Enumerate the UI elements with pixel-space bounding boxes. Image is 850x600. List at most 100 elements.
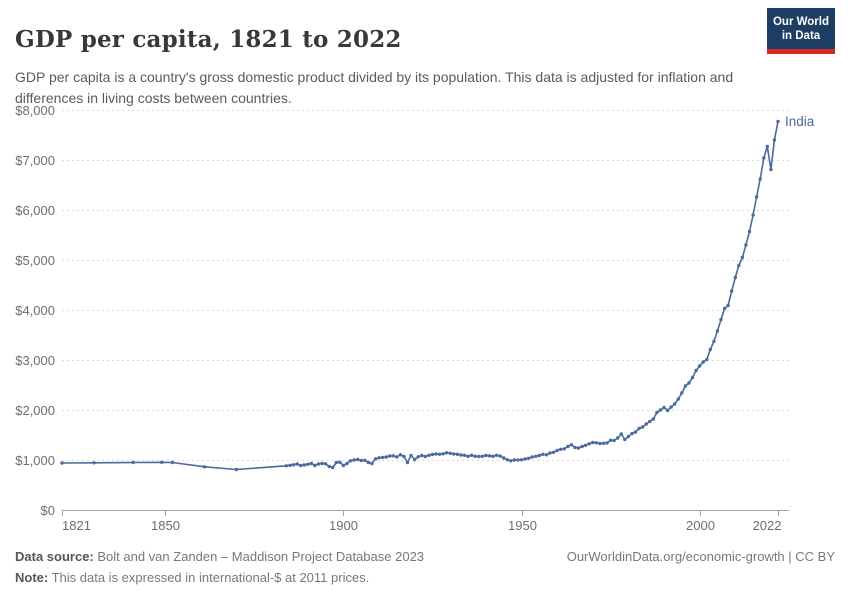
data-point-marker[interactable] [769,167,773,172]
data-point-marker[interactable] [733,275,737,280]
data-point-marker[interactable] [409,453,413,458]
owid-logo[interactable]: Our World in Data [767,8,835,54]
data-point-marker[interactable] [697,364,702,368]
data-point-marker[interactable] [623,437,627,442]
data-point-marker[interactable] [662,405,666,410]
data-point-marker[interactable] [323,462,328,466]
data-point-marker[interactable] [776,119,780,124]
data-point-marker[interactable] [466,454,470,458]
data-point-marker[interactable] [434,452,438,456]
data-point-marker[interactable] [665,408,670,413]
data-point-marker[interactable] [705,357,709,362]
data-point-marker[interactable] [448,451,452,455]
data-point-marker[interactable] [601,441,606,445]
data-point-marker[interactable] [559,447,563,451]
data-point-marker[interactable] [722,306,727,311]
data-point-marker[interactable] [234,467,239,472]
data-point-marker[interactable] [498,454,502,458]
data-point-marker[interactable] [405,460,410,465]
data-point-marker[interactable] [288,463,292,467]
data-point-marker[interactable] [291,463,296,467]
data-point-marker[interactable] [541,452,545,456]
data-point-marker[interactable] [534,454,538,458]
data-point-marker[interactable] [512,458,517,462]
data-point-marker[interactable] [306,462,310,466]
data-point-marker[interactable] [413,457,417,462]
data-point-marker[interactable] [170,460,175,465]
data-point-marker[interactable] [726,303,730,308]
data-point-marker[interactable] [765,144,769,149]
data-point-marker[interactable] [430,452,435,457]
data-point-marker[interactable] [583,443,588,447]
data-point-marker[interactable] [427,453,431,457]
data-point-marker[interactable] [548,451,552,455]
data-point-marker[interactable] [633,430,638,434]
data-point-marker[interactable] [566,444,570,449]
data-point-marker[interactable] [626,434,631,439]
data-point-marker[interactable] [160,460,164,464]
data-point-marker[interactable] [377,456,381,460]
data-point-marker[interactable] [402,454,406,459]
data-point-marker[interactable] [715,329,720,333]
data-point-marker[interactable] [762,156,766,160]
data-point-marker[interactable] [445,451,449,455]
data-point-marker[interactable] [420,453,424,458]
data-point-marker[interactable] [594,441,598,445]
data-point-marker[interactable] [648,419,652,424]
data-point-marker[interactable] [491,454,495,458]
data-point-marker[interactable] [701,360,705,364]
data-point-marker[interactable] [637,426,641,431]
data-point-marker[interactable] [630,431,634,436]
data-point-marker[interactable] [202,465,207,469]
data-point-marker[interactable] [348,459,353,463]
data-point-marker[interactable] [370,461,374,466]
data-point-marker[interactable] [373,457,378,461]
data-point-marker[interactable] [494,453,499,457]
data-point-marker[interactable] [591,440,595,445]
data-point-marker[interactable] [644,422,648,426]
data-point-marker[interactable] [616,436,620,440]
data-point-marker[interactable] [502,456,506,460]
data-point-marker[interactable] [576,446,581,450]
data-point-marker[interactable] [470,453,474,457]
data-point-marker[interactable] [398,453,403,457]
data-point-marker[interactable] [131,460,135,465]
data-point-marker[interactable] [338,460,342,464]
data-point-marker[interactable] [605,441,609,445]
data-point-marker[interactable] [608,438,613,442]
data-point-marker[interactable] [302,463,306,467]
data-point-marker[interactable] [363,458,367,462]
data-point-marker[interactable] [416,455,420,459]
data-point-marker[interactable] [708,347,712,352]
data-point-marker[interactable] [366,460,370,465]
data-point-marker[interactable] [92,461,96,465]
data-point-marker[interactable] [477,454,481,459]
data-point-marker[interactable] [526,456,531,460]
data-point-marker[interactable] [751,213,755,217]
data-point-marker[interactable] [388,454,392,458]
data-point-marker[interactable] [441,452,445,456]
owid-url-link[interactable]: OurWorldinData.org/economic-growth | CC … [566,549,835,564]
data-point-marker[interactable] [669,405,673,409]
data-point-marker[interactable] [516,458,520,462]
data-point-marker[interactable] [530,455,534,459]
data-point-marker[interactable] [640,425,645,429]
data-point-marker[interactable] [505,458,509,462]
data-point-marker[interactable] [680,391,684,395]
data-point-marker[interactable] [551,450,556,454]
data-point-marker[interactable] [747,229,752,234]
data-point-marker[interactable] [744,243,748,247]
data-point-marker[interactable] [452,452,456,456]
data-point-marker[interactable] [316,462,321,466]
data-point-marker[interactable] [758,177,762,181]
series-india[interactable] [60,119,780,472]
data-point-marker[interactable] [544,453,549,457]
data-point-marker[interactable] [345,461,349,466]
data-point-marker[interactable] [295,462,299,466]
data-point-marker[interactable] [284,464,289,468]
data-point-marker[interactable] [352,458,356,462]
data-point-marker[interactable] [299,463,303,468]
data-point-marker[interactable] [555,448,559,453]
data-point-marker[interactable] [737,263,741,268]
data-point-marker[interactable] [562,447,566,451]
